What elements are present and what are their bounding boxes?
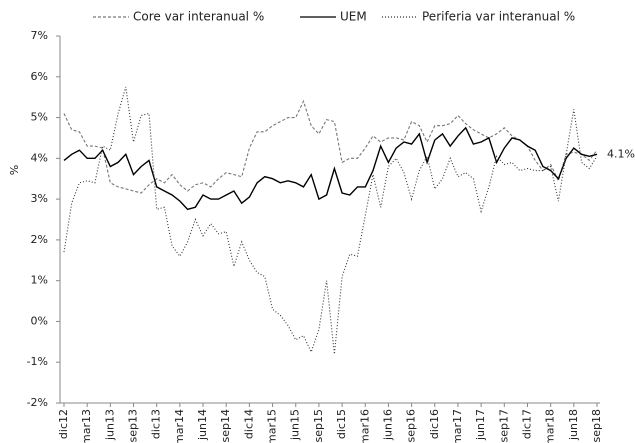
x-tick-label: sep18 bbox=[590, 409, 603, 442]
annotation: 4.1% bbox=[607, 147, 635, 160]
x-tick-label: sep15 bbox=[312, 409, 325, 442]
series-line bbox=[63, 86, 598, 355]
series-line bbox=[63, 99, 598, 194]
x-tick-label: mar13 bbox=[80, 409, 93, 443]
y-tick-label: -1% bbox=[27, 355, 48, 368]
x-tick-label: mar15 bbox=[266, 409, 279, 443]
y-tick-label: -2% bbox=[27, 396, 48, 409]
x-tick-label: dic14 bbox=[242, 409, 255, 439]
x-tick-label: jun14 bbox=[196, 409, 209, 441]
x-tick-label: dic12 bbox=[57, 409, 70, 439]
x-tick-label: sep16 bbox=[405, 409, 418, 442]
x-tick-label: jun15 bbox=[289, 409, 302, 441]
y-tick-label: 4% bbox=[31, 151, 48, 164]
y-tick-label: 2% bbox=[31, 233, 48, 246]
x-tick-label: jun16 bbox=[381, 409, 394, 441]
x-tick-label: dic16 bbox=[428, 409, 441, 439]
x-tick-label: mar14 bbox=[173, 409, 186, 443]
y-tick-label: 1% bbox=[31, 274, 48, 287]
y-tick-label: 0% bbox=[31, 314, 48, 327]
x-tick-label: jun17 bbox=[474, 409, 487, 441]
y-tick-label: 3% bbox=[31, 192, 48, 205]
y-tick-label: 5% bbox=[31, 111, 48, 124]
x-tick-label: dic15 bbox=[335, 409, 348, 439]
x-tick-label: sep14 bbox=[219, 409, 232, 442]
y-tick-label: 6% bbox=[31, 70, 48, 83]
legend-label: UEM bbox=[340, 10, 367, 24]
series-line bbox=[63, 126, 598, 211]
x-tick-label: jun18 bbox=[567, 409, 580, 441]
y-tick-label: 7% bbox=[31, 29, 48, 42]
x-tick-label: sep17 bbox=[497, 409, 510, 442]
y-axis-label: % bbox=[8, 165, 21, 175]
x-tick-label: mar16 bbox=[358, 409, 371, 443]
x-tick-label: dic13 bbox=[150, 409, 163, 439]
x-tick-label: mar17 bbox=[451, 409, 464, 443]
legend-label: Periferia var interanual % bbox=[422, 10, 575, 24]
x-tick-label: dic17 bbox=[520, 409, 533, 439]
x-tick-label: jun13 bbox=[103, 409, 116, 441]
legend-label: Core var interanual % bbox=[133, 10, 264, 24]
x-tick-label: sep13 bbox=[127, 409, 140, 442]
x-tick-label: mar18 bbox=[544, 409, 557, 443]
legend: Core var interanual % UEM Periferia var in… bbox=[93, 10, 575, 24]
